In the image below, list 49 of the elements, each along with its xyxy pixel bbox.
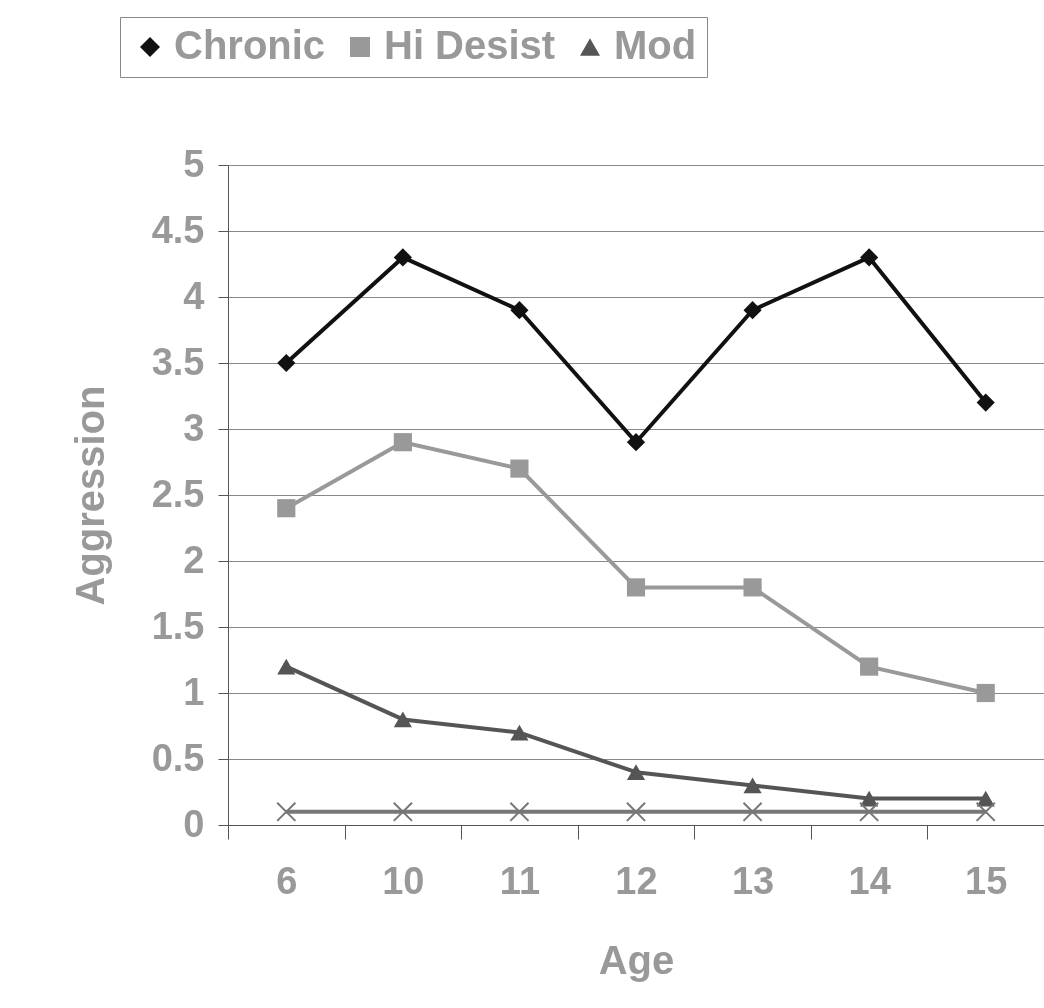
y-tick-label: 0: [183, 802, 205, 845]
y-tick-label: 5: [183, 142, 205, 185]
legend-label: Mod: [614, 23, 697, 67]
point: [510, 724, 529, 741]
point: [393, 248, 412, 267]
point: [743, 301, 762, 320]
point: [626, 578, 646, 597]
y-tick-label: 1: [183, 670, 205, 713]
y-tick-label: 3.5: [151, 340, 205, 383]
point: [626, 433, 646, 452]
point: [625, 801, 647, 822]
y-tick-label: 0.5: [151, 736, 205, 779]
point: [976, 683, 995, 703]
point: [860, 657, 879, 676]
point: [976, 393, 995, 412]
point: [743, 578, 762, 597]
point: [626, 764, 646, 781]
y-tick-label: 2: [183, 538, 205, 581]
point: [510, 301, 529, 320]
y-tick-label: 4: [183, 274, 205, 317]
point: [277, 353, 296, 373]
x-axis-title: Age: [598, 937, 675, 982]
point: [393, 433, 412, 452]
y-axis-title: Aggression: [67, 385, 112, 606]
x-tick-label: 11: [499, 859, 541, 902]
y-tick-label: 2.5: [151, 472, 205, 515]
y-tick-label: 1.5: [151, 604, 205, 647]
point: [509, 801, 530, 822]
point: [975, 801, 996, 822]
point: [276, 801, 297, 822]
x-tick-label: 13: [731, 859, 775, 902]
x-tick-label: 6: [276, 859, 298, 902]
point: [393, 711, 412, 728]
point: [277, 658, 296, 675]
point: [743, 777, 762, 794]
point: [742, 801, 763, 822]
x-tick-label: 10: [382, 859, 425, 902]
x-tick-label: 12: [615, 859, 658, 902]
x-tick-label: 15: [965, 859, 1008, 902]
point: [277, 499, 296, 518]
legend-label: Hi Desist: [384, 23, 556, 67]
y-tick-label: 3: [183, 406, 205, 449]
legend-label: Chronic: [174, 23, 326, 67]
point: [392, 801, 413, 822]
point: [860, 248, 879, 267]
point: [510, 459, 529, 478]
x-tick-label: 14: [848, 859, 891, 902]
point: [859, 801, 880, 822]
y-tick-label: 4.5: [151, 208, 205, 251]
